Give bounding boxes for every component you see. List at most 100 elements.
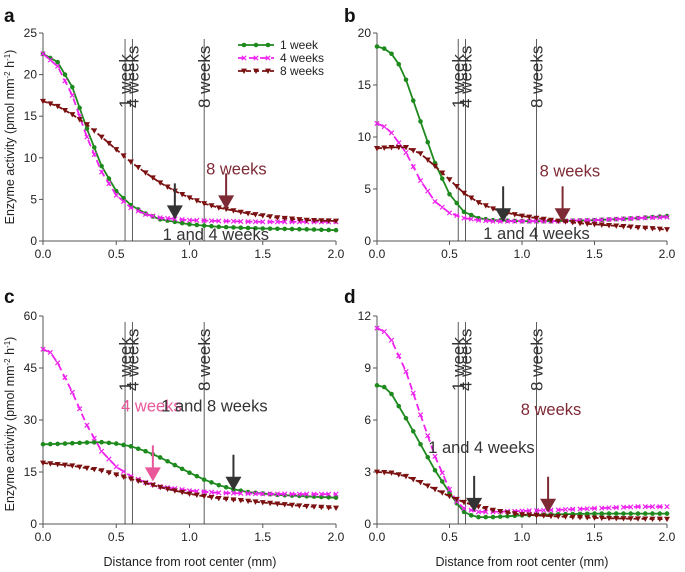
marker-8-weeks (193, 492, 200, 499)
series-w4 (374, 120, 670, 224)
marker-4-weeks (282, 491, 288, 497)
marker-8-weeks (606, 515, 612, 522)
marker-8-weeks (127, 159, 134, 165)
marker-4-weeks (425, 188, 431, 194)
y-tick-label: 15 (358, 78, 372, 92)
marker-8-weeks (98, 134, 105, 140)
marker-1-week (106, 176, 112, 181)
marker-4-weeks (649, 504, 656, 510)
marker-8-weeks (635, 225, 641, 231)
marker-4-weeks (649, 214, 656, 221)
y-tick-label: 5 (30, 192, 37, 206)
marker-1-week (425, 139, 431, 145)
marker-8-weeks (237, 209, 244, 216)
marker-4-weeks (223, 218, 229, 224)
arrow-marker (166, 183, 183, 220)
marker-8-weeks (318, 218, 325, 224)
marker-8-weeks (215, 205, 222, 211)
marker-8-weeks (453, 496, 460, 503)
x-tick-label: 0.0 (369, 530, 386, 544)
series-line-w1 (376, 45, 668, 223)
marker-8-weeks (105, 470, 112, 476)
marker-8-weeks (135, 478, 142, 485)
marker-4-weeks (620, 216, 627, 222)
marker-1-week (333, 495, 339, 500)
marker-8-weeks (555, 218, 562, 224)
marker-8-weeks (171, 488, 178, 494)
marker-4-weeks (326, 491, 332, 497)
marker-4-weeks (241, 55, 247, 61)
y-tick-label: 15 (24, 109, 38, 123)
marker-1-week (650, 511, 655, 516)
marker-1-week (172, 462, 178, 468)
marker-1-week (657, 511, 663, 516)
x-tick-label: 0.5 (441, 247, 458, 261)
y-tick-label: 9 (364, 361, 371, 375)
marker-1-week (267, 226, 273, 231)
marker-4-weeks (483, 218, 489, 224)
reference-line-label: 8 weeks (195, 46, 214, 108)
y-tick-label: 0 (364, 517, 371, 531)
marker-1-week (381, 46, 387, 51)
x-tick-label: 1.0 (181, 247, 198, 261)
marker-4-weeks (62, 374, 68, 381)
marker-8-weeks (417, 151, 424, 157)
marker-8-weeks (267, 214, 274, 220)
marker-4-weeks (186, 217, 193, 223)
marker-4-weeks (425, 432, 431, 439)
marker-4-weeks (541, 507, 547, 513)
marker-4-weeks (216, 218, 222, 224)
y-tick-label: 45 (24, 361, 38, 375)
marker-8-weeks (497, 509, 504, 515)
marker-8-weeks (208, 494, 215, 501)
marker-1-week (606, 511, 612, 516)
marker-4-weeks (311, 491, 317, 497)
marker-8-weeks (395, 472, 402, 478)
y-tick-label: 3 (364, 465, 371, 479)
marker-1-week (165, 458, 170, 464)
reference-line-label: 1 week (449, 337, 468, 391)
marker-4-weeks (490, 218, 496, 224)
marker-8-weeks (157, 180, 164, 186)
marker-4-weeks (475, 509, 482, 515)
y-tick-label: 12 (358, 309, 372, 323)
marker-1-week (490, 514, 496, 520)
marker-1-week (374, 383, 380, 388)
marker-4-weeks (91, 151, 97, 158)
marker-1-week (410, 428, 416, 434)
marker-1-week (505, 513, 510, 519)
x-tick-label: 1.5 (586, 247, 603, 261)
marker-8-weeks (193, 198, 200, 204)
marker-1-week (187, 222, 192, 227)
marker-8-weeks (253, 68, 259, 74)
marker-8-weeks (201, 493, 208, 500)
marker-1-week (642, 511, 648, 516)
marker-8-weeks (105, 140, 112, 147)
marker-8-weeks (135, 164, 142, 171)
marker-1-week (326, 227, 331, 233)
marker-8-weeks (120, 474, 127, 480)
marker-8-weeks (656, 226, 663, 233)
marker-8-weeks (303, 503, 310, 510)
annotation-label: 1 and 8 weeks (161, 397, 267, 415)
marker-8-weeks (403, 473, 409, 480)
marker-4-weeks (267, 491, 273, 497)
marker-8-weeks (186, 195, 193, 201)
marker-1-week (245, 225, 251, 231)
marker-8-weeks (274, 215, 281, 221)
marker-1-week (439, 479, 445, 484)
marker-8-weeks (40, 98, 46, 105)
marker-4-weeks (635, 504, 641, 510)
x-tick-label: 0.5 (108, 247, 125, 261)
arrow-head (144, 467, 161, 482)
marker-4-weeks (599, 217, 605, 223)
marker-8-weeks (540, 513, 547, 519)
marker-8-weeks (241, 68, 247, 74)
marker-8-weeks (252, 499, 259, 505)
marker-4-weeks (577, 506, 583, 512)
marker-8-weeks (69, 112, 76, 118)
marker-8-weeks (584, 221, 591, 227)
marker-4-weeks (396, 140, 402, 146)
